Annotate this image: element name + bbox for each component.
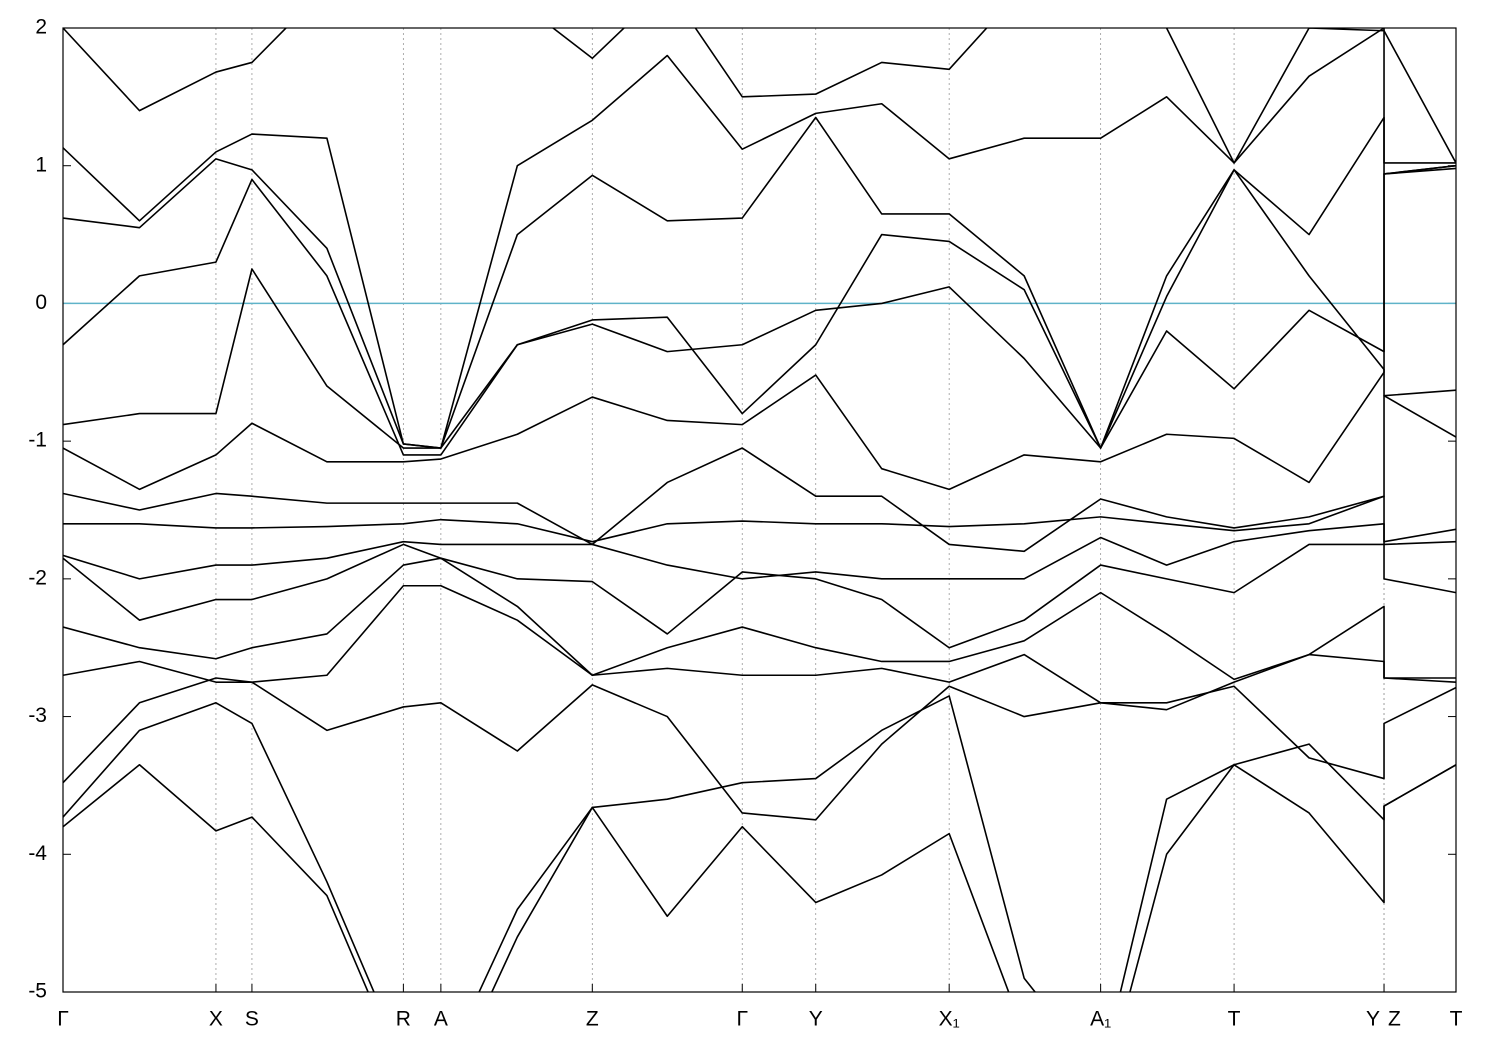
y-tick-label: -3	[28, 704, 47, 727]
band	[63, 763, 1456, 992]
y-tick-label: -4	[28, 842, 47, 865]
band	[63, 28, 1456, 164]
x-tick-label: X₁	[939, 1008, 960, 1031]
x-tick-label: X	[209, 1008, 223, 1031]
band	[63, 164, 1456, 449]
y-tick-label: 2	[35, 16, 47, 39]
x-tick-label: Z	[1388, 1008, 1401, 1031]
y-tick-label: 0	[35, 291, 47, 314]
y-tick-label: -5	[28, 980, 47, 1003]
band	[63, 28, 1456, 449]
band	[63, 695, 1456, 992]
band	[63, 167, 1456, 491]
y-tick-label: -1	[28, 429, 47, 452]
band	[63, 495, 1456, 543]
x-tick-label: Γ	[736, 1008, 748, 1031]
band	[63, 584, 1456, 711]
band	[63, 677, 1456, 821]
band	[63, 116, 1456, 449]
x-tick-label: Γ	[57, 1008, 69, 1031]
band	[63, 557, 1456, 683]
y-tick-label: -2	[28, 566, 47, 589]
x-tick-label: A₁	[1090, 1008, 1111, 1031]
x-tick-label: S	[245, 1008, 259, 1031]
x-tick-label: Y	[809, 1008, 823, 1031]
y-tick-label: 1	[35, 153, 47, 176]
x-tick-label: Y	[1366, 1008, 1380, 1031]
x-tick-label: A	[434, 1008, 448, 1031]
band	[63, 389, 1456, 553]
x-tick-label: T	[1450, 1008, 1463, 1031]
x-tick-label: T	[1228, 1008, 1241, 1031]
band	[63, 169, 1456, 456]
band	[63, 522, 1456, 580]
x-tick-label: Z	[586, 1008, 599, 1031]
plot-area	[63, 28, 1456, 992]
plot-frame	[62, 27, 1457, 993]
x-tick-label: R	[396, 1008, 411, 1031]
